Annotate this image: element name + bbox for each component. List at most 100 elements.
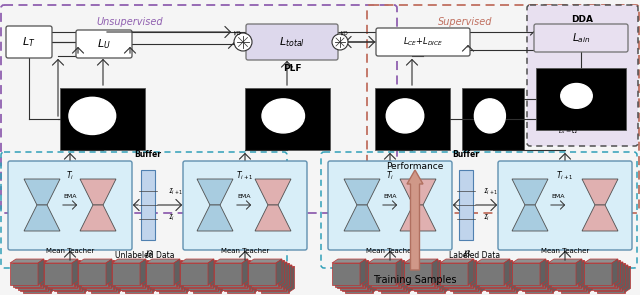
Polygon shape bbox=[622, 265, 628, 291]
Text: Mean Teacher: Mean Teacher bbox=[46, 248, 94, 254]
Polygon shape bbox=[370, 265, 376, 291]
Bar bbox=[589, 266, 617, 288]
Text: Unlabeled Data: Unlabeled Data bbox=[115, 251, 175, 260]
Polygon shape bbox=[247, 262, 253, 288]
FancyBboxPatch shape bbox=[246, 24, 338, 60]
Bar bbox=[368, 263, 396, 285]
Polygon shape bbox=[335, 260, 369, 265]
Text: Supervised: Supervised bbox=[438, 17, 492, 27]
Polygon shape bbox=[44, 259, 78, 263]
Ellipse shape bbox=[561, 83, 592, 108]
Polygon shape bbox=[289, 266, 294, 293]
Bar bbox=[335, 265, 362, 286]
Polygon shape bbox=[432, 259, 438, 285]
Polygon shape bbox=[216, 263, 221, 289]
Polygon shape bbox=[445, 266, 451, 293]
Bar bbox=[373, 266, 401, 288]
Bar bbox=[10, 263, 38, 285]
Polygon shape bbox=[219, 262, 253, 266]
Polygon shape bbox=[143, 260, 148, 286]
FancyBboxPatch shape bbox=[183, 161, 307, 250]
Text: DDA: DDA bbox=[571, 15, 593, 24]
Polygon shape bbox=[400, 179, 436, 205]
Polygon shape bbox=[255, 179, 291, 205]
Bar bbox=[253, 266, 281, 288]
Polygon shape bbox=[281, 262, 287, 288]
Bar bbox=[60, 88, 145, 150]
Bar bbox=[459, 170, 473, 240]
Polygon shape bbox=[74, 260, 81, 286]
Bar bbox=[381, 271, 408, 293]
Bar bbox=[594, 269, 622, 291]
Bar bbox=[584, 263, 612, 285]
Polygon shape bbox=[437, 262, 443, 288]
Polygon shape bbox=[552, 266, 559, 293]
Polygon shape bbox=[185, 262, 219, 266]
Bar bbox=[221, 268, 250, 289]
FancyBboxPatch shape bbox=[527, 5, 638, 146]
Bar bbox=[146, 263, 174, 285]
Polygon shape bbox=[440, 259, 474, 263]
Bar bbox=[332, 263, 360, 285]
Text: Buffer: Buffer bbox=[134, 150, 161, 159]
Bar bbox=[22, 271, 51, 293]
Polygon shape bbox=[506, 260, 513, 286]
Polygon shape bbox=[48, 265, 54, 291]
Polygon shape bbox=[182, 263, 188, 289]
Polygon shape bbox=[372, 266, 378, 293]
Polygon shape bbox=[584, 259, 618, 263]
Polygon shape bbox=[399, 260, 404, 286]
Polygon shape bbox=[517, 262, 551, 266]
Polygon shape bbox=[224, 265, 258, 269]
Polygon shape bbox=[511, 263, 518, 289]
Polygon shape bbox=[515, 260, 548, 265]
Polygon shape bbox=[115, 260, 148, 265]
Bar bbox=[51, 268, 79, 289]
Polygon shape bbox=[250, 260, 285, 265]
Polygon shape bbox=[22, 266, 56, 271]
Polygon shape bbox=[174, 259, 180, 285]
Bar bbox=[342, 269, 370, 291]
Polygon shape bbox=[586, 265, 592, 291]
Polygon shape bbox=[250, 263, 255, 289]
Bar bbox=[512, 263, 540, 285]
Bar bbox=[371, 265, 399, 286]
Polygon shape bbox=[344, 179, 380, 205]
Bar bbox=[182, 265, 211, 286]
Text: $T_i$: $T_i$ bbox=[386, 170, 394, 183]
Polygon shape bbox=[40, 260, 47, 286]
Polygon shape bbox=[45, 263, 51, 289]
Text: $L_{CE}{+}L_{DICE}$: $L_{CE}{+}L_{DICE}$ bbox=[403, 36, 444, 48]
Bar bbox=[20, 269, 48, 291]
Polygon shape bbox=[177, 260, 182, 286]
Polygon shape bbox=[512, 259, 546, 263]
Polygon shape bbox=[548, 259, 582, 263]
Polygon shape bbox=[547, 263, 554, 289]
Bar bbox=[258, 269, 286, 291]
Polygon shape bbox=[193, 266, 227, 271]
Bar bbox=[214, 263, 242, 285]
Bar bbox=[193, 271, 221, 293]
FancyArrow shape bbox=[407, 170, 423, 270]
Polygon shape bbox=[38, 259, 44, 285]
Bar bbox=[141, 170, 155, 240]
Bar bbox=[188, 268, 216, 289]
Bar bbox=[548, 263, 576, 285]
Polygon shape bbox=[440, 263, 445, 289]
Polygon shape bbox=[450, 265, 484, 269]
Polygon shape bbox=[10, 259, 44, 263]
Polygon shape bbox=[211, 260, 216, 286]
Polygon shape bbox=[221, 266, 227, 293]
Polygon shape bbox=[401, 262, 407, 288]
Bar bbox=[216, 265, 244, 286]
Bar bbox=[447, 268, 476, 289]
Text: Performance: Performance bbox=[387, 162, 444, 171]
FancyBboxPatch shape bbox=[376, 28, 470, 56]
Polygon shape bbox=[582, 179, 618, 205]
Polygon shape bbox=[579, 260, 584, 286]
Polygon shape bbox=[188, 263, 221, 268]
Polygon shape bbox=[154, 263, 188, 268]
Bar bbox=[481, 266, 509, 288]
Polygon shape bbox=[118, 266, 125, 293]
Polygon shape bbox=[242, 259, 248, 285]
